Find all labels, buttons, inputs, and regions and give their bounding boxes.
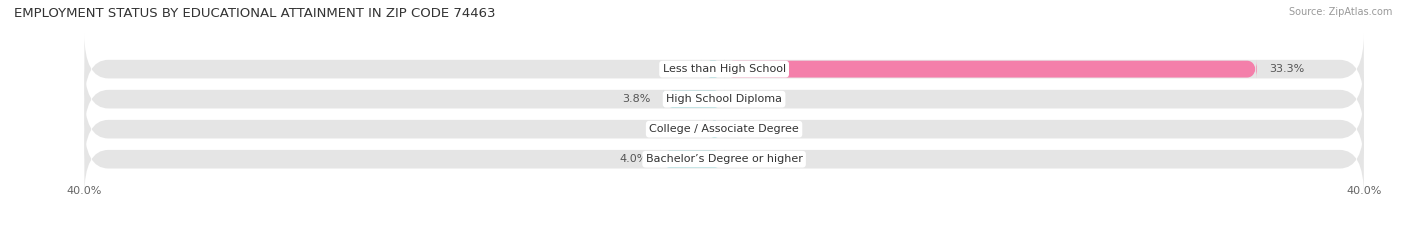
Text: Source: ZipAtlas.com: Source: ZipAtlas.com [1288,7,1392,17]
Text: High School Diploma: High School Diploma [666,94,782,104]
Text: Less than High School: Less than High School [662,64,786,74]
Text: 0.0%: 0.0% [748,94,776,104]
FancyBboxPatch shape [724,59,1257,79]
Text: 1.2%: 1.2% [664,124,692,134]
FancyBboxPatch shape [702,59,724,79]
Text: EMPLOYMENT STATUS BY EDUCATIONAL ATTAINMENT IN ZIP CODE 74463: EMPLOYMENT STATUS BY EDUCATIONAL ATTAINM… [14,7,495,20]
FancyBboxPatch shape [84,123,1364,195]
FancyBboxPatch shape [704,120,724,139]
Text: 0.0%: 0.0% [748,154,776,164]
Text: 3.8%: 3.8% [621,94,651,104]
Text: College / Associate Degree: College / Associate Degree [650,124,799,134]
Text: 4.0%: 4.0% [619,154,647,164]
Text: 1.4%: 1.4% [661,64,689,74]
FancyBboxPatch shape [664,89,724,109]
Text: 0.0%: 0.0% [748,124,776,134]
FancyBboxPatch shape [661,150,724,169]
FancyBboxPatch shape [84,33,1364,105]
Text: Bachelor’s Degree or higher: Bachelor’s Degree or higher [645,154,803,164]
Text: 33.3%: 33.3% [1270,64,1305,74]
FancyBboxPatch shape [84,93,1364,165]
FancyBboxPatch shape [84,63,1364,135]
